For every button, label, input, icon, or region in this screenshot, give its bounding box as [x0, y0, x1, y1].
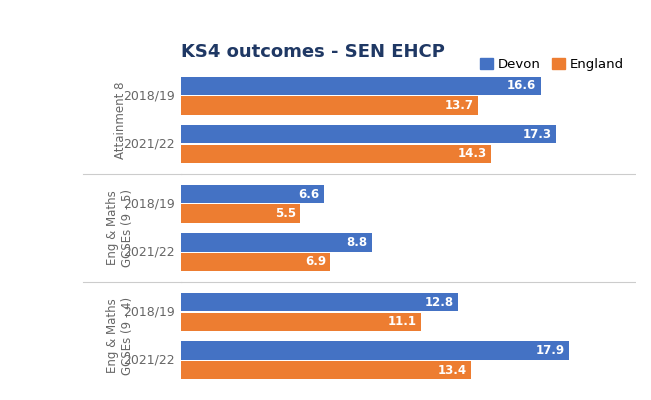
Text: 13.4: 13.4 — [438, 364, 467, 376]
Bar — [181, 96, 478, 115]
Bar — [181, 125, 556, 143]
Bar — [181, 341, 569, 360]
Text: 2018/19: 2018/19 — [122, 197, 174, 210]
Text: Eng & Maths
GCSEs (9 - 5): Eng & Maths GCSEs (9 - 5) — [106, 189, 134, 267]
Text: 11.1: 11.1 — [388, 315, 417, 328]
Bar — [181, 293, 458, 311]
Text: 8.8: 8.8 — [346, 236, 367, 249]
Bar — [181, 312, 421, 331]
Text: 6.6: 6.6 — [298, 188, 320, 200]
Bar — [181, 185, 324, 203]
Text: 13.7: 13.7 — [445, 99, 473, 112]
Text: Eng & Maths
GCSEs (9 - 4): Eng & Maths GCSEs (9 - 4) — [106, 297, 134, 375]
Text: 5.5: 5.5 — [275, 207, 296, 220]
Bar — [181, 144, 491, 163]
Text: 2021/22: 2021/22 — [123, 354, 174, 367]
Text: Attainment 8: Attainment 8 — [114, 81, 127, 158]
Legend: Devon, England: Devon, England — [475, 52, 630, 76]
Text: 12.8: 12.8 — [425, 296, 454, 309]
Bar — [181, 204, 300, 223]
Text: 16.6: 16.6 — [507, 79, 536, 92]
Text: 2018/19: 2018/19 — [122, 89, 174, 102]
Bar — [181, 361, 471, 379]
Text: 17.9: 17.9 — [535, 344, 564, 357]
Text: 2021/22: 2021/22 — [123, 246, 174, 259]
Bar — [181, 233, 372, 252]
Bar — [181, 77, 540, 95]
Text: KS4 outcomes - SEN EHCP: KS4 outcomes - SEN EHCP — [181, 43, 445, 61]
Text: 17.3: 17.3 — [523, 128, 551, 141]
Text: 2021/22: 2021/22 — [123, 138, 174, 150]
Text: 6.9: 6.9 — [305, 255, 326, 268]
Bar — [181, 253, 331, 271]
Text: 14.3: 14.3 — [458, 147, 486, 160]
Text: 2018/19: 2018/19 — [122, 306, 174, 318]
